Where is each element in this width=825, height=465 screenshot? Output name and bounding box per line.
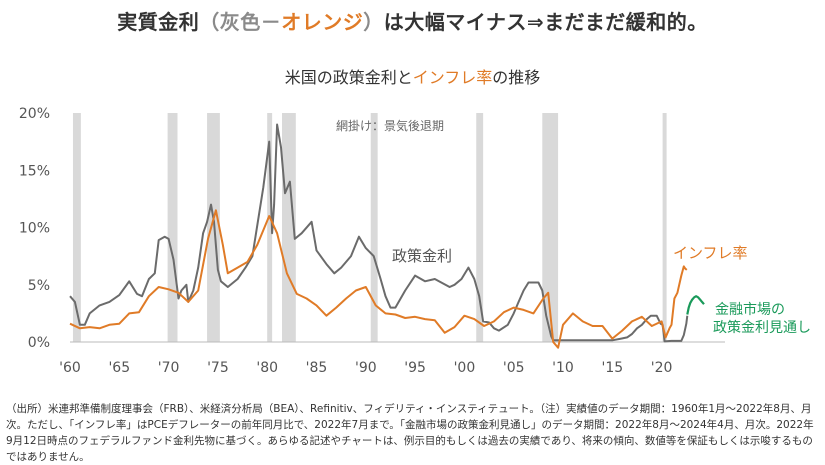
x-tick-label: '85 <box>306 360 328 376</box>
x-tick-label: '90 <box>355 360 377 376</box>
y-tick-label: 5% <box>28 278 50 294</box>
chart-title-suffix: の推移 <box>492 68 541 87</box>
x-axis-ticks: '60 '65 '70 '75 '80 '85 '90 '95 '00 '05 '10 '15 '20 <box>59 360 672 376</box>
outlook-label-line1: 金融市場の <box>715 301 785 318</box>
y-tick-label: 15% <box>19 163 50 179</box>
x-tick-label: '95 <box>404 360 426 376</box>
headline-suffix: は大幅マイナス⇒まだまだ緩和的。 <box>383 10 708 34</box>
chart-title-accent: インフレ率 <box>412 68 493 87</box>
source-footnote: （出所）米連邦準備制度理事会（FRB）、米経済分析局（BEA）、Refiniti… <box>6 403 814 463</box>
headline-paren-close: ） <box>363 10 384 34</box>
y-tick-label: 0% <box>28 335 50 351</box>
x-tick-label: '75 <box>207 360 229 376</box>
headline: 実質金利（灰色－オレンジ）は大幅マイナス⇒まだまだ緩和的。 <box>0 6 825 35</box>
recession-band-7 <box>542 113 559 342</box>
x-tick-label: '20 <box>651 360 673 376</box>
headline-prefix: 実質金利 <box>117 10 200 34</box>
outlook-label-line2: 政策金利見通し <box>713 319 811 336</box>
recession-band-6 <box>476 113 484 342</box>
x-tick-label: '70 <box>158 360 180 376</box>
recession-band-1 <box>167 113 178 342</box>
x-tick-label: '10 <box>552 360 574 376</box>
outlook-line <box>686 295 705 315</box>
chart-title: 米国の政策金利とインフレ率の推移 <box>0 64 825 88</box>
headline-accent: オレンジ <box>281 10 364 34</box>
series-lines <box>69 123 705 349</box>
recession-band-5 <box>370 113 378 342</box>
x-tick-label: '65 <box>108 360 130 376</box>
x-tick-label: '60 <box>59 360 81 376</box>
policy-rate-line <box>69 123 689 343</box>
x-tick-label: '15 <box>601 360 623 376</box>
policy-rate-inflation-chart: 0% 5% 10% 15% 20% '60 '65 '70 '75 '80 '85 '90 '95 '0… <box>19 106 811 376</box>
y-axis-ticks: 0% 5% 10% 15% 20% <box>19 106 50 351</box>
recession-band-3 <box>267 113 273 342</box>
recession-band-8 <box>662 113 667 342</box>
chart-title-prefix: 米国の政策金利と <box>284 68 413 87</box>
x-tick-label: '05 <box>503 360 525 376</box>
inflation-line <box>69 209 688 349</box>
y-tick-label: 20% <box>19 106 50 122</box>
y-tick-label: 10% <box>19 221 50 237</box>
policy-rate-label: 政策金利 <box>392 247 452 265</box>
recession-bands <box>72 113 667 342</box>
x-tick-label: '00 <box>454 360 476 376</box>
recession-legend-label: 網掛け：景気後退期 <box>336 118 444 133</box>
headline-paren-open: （灰色－ <box>199 10 282 34</box>
recession-band-0 <box>72 113 81 342</box>
inflation-label: インフレ率 <box>673 244 748 262</box>
x-tick-label: '80 <box>256 360 278 376</box>
